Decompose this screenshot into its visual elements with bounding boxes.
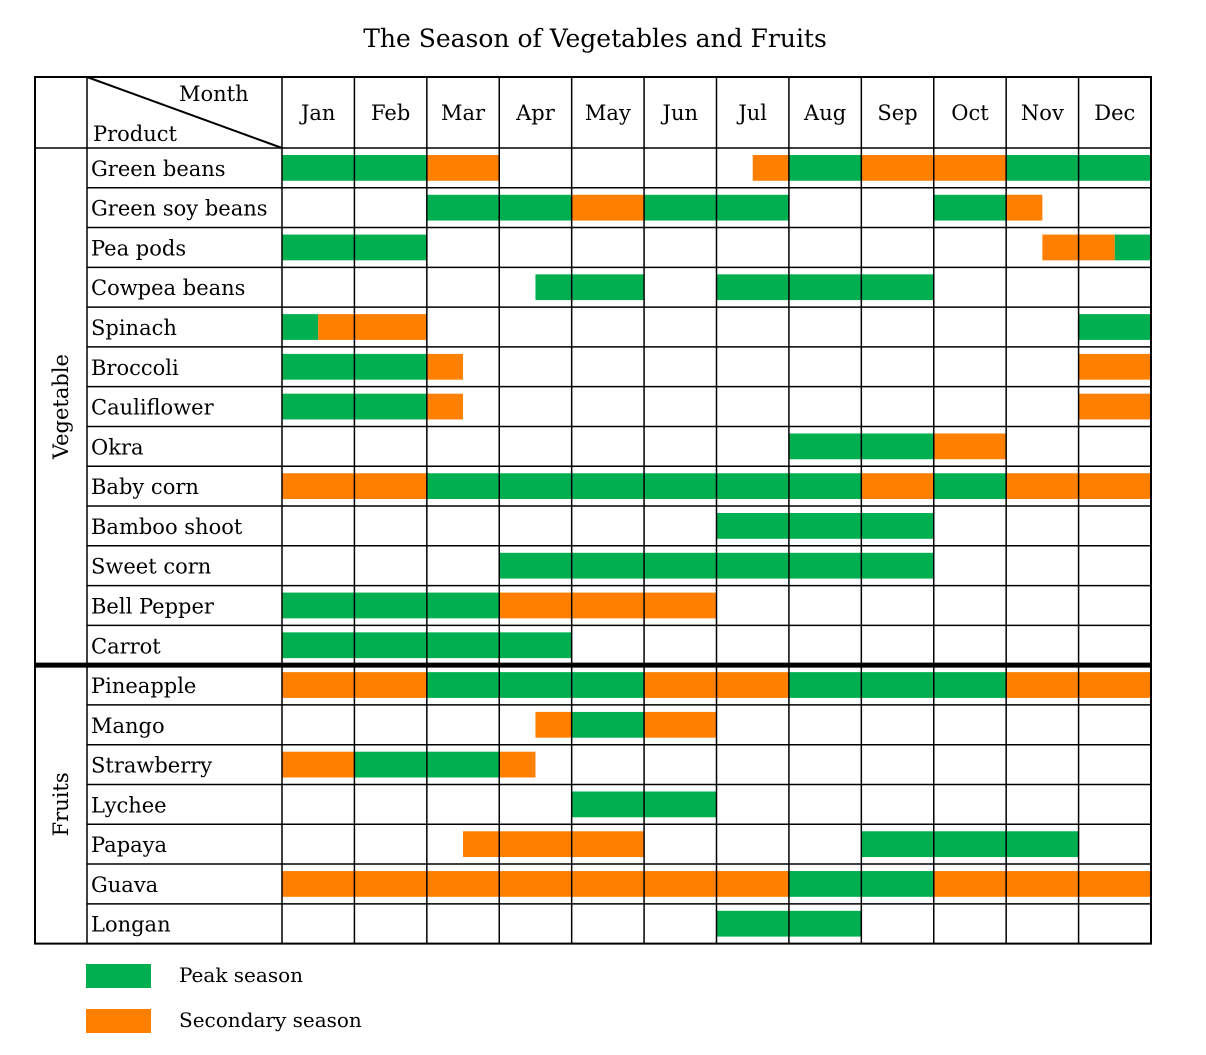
product-label: Baby corn [91,475,199,499]
product-label: Papaya [91,833,167,857]
season-bar-secondary [535,711,572,738]
corner-diagonal [86,76,283,149]
legend-swatch-secondary [86,1009,151,1033]
table-border [34,76,1152,945]
season-bar-secondary [282,751,355,778]
season-bar-secondary [1078,353,1151,380]
product-label: Longan [91,913,171,937]
product-label: Pineapple [91,674,196,698]
month-label: Nov [1021,101,1064,125]
chart-title: The Season of Vegetables and Fruits [363,24,827,53]
season-bar-secondary [1078,393,1151,420]
product-label: Sweet corn [91,555,211,579]
season-bar-secondary [861,473,934,500]
season-bar-secondary [933,871,1151,897]
month-label: Jun [661,101,698,125]
month-label: Jan [299,101,335,125]
season-bar-secondary [426,393,464,420]
product-label: Strawberry [91,754,212,778]
season-bar-peak [571,711,645,738]
season-bar-secondary [426,353,464,380]
season-bar-secondary [318,314,427,340]
product-label: Okra [91,435,144,459]
season-bar-peak [933,194,1007,221]
header-product-label: Product [93,122,178,146]
legend-label-peak: Peak season [179,963,304,987]
season-bar-peak [716,274,934,301]
product-label: Lychee [91,793,167,817]
product-label: Bamboo shoot [91,515,243,539]
season-bar-peak [716,513,934,539]
product-label: Mango [91,714,165,738]
product-label: Spinach [91,316,177,340]
season-bar-secondary [1006,194,1043,221]
month-label: May [585,101,631,125]
month-label: Mar [441,101,486,125]
product-label: Green beans [91,157,226,181]
season-bar-peak [282,592,500,619]
header-month-label: Month [179,82,249,106]
season-bar-secondary [571,194,645,221]
season-bar-secondary [933,433,1007,460]
group-label: Vegetable [49,354,73,460]
season-bar-peak [861,831,1079,858]
season-bar-secondary [282,871,789,897]
product-label: Cauliflower [91,396,215,420]
season-bar-peak [426,672,645,698]
legend-item-secondary: Secondary season [86,1006,362,1036]
season-bar-peak [282,314,319,340]
season-bar-secondary [499,592,717,619]
season-bar-peak [788,155,862,181]
month-label: Jul [736,101,767,125]
month-label: Dec [1094,101,1135,125]
product-label: Bell Pepper [91,594,215,618]
product-label: Broccoli [91,356,179,380]
legend-item-peak: Peak season [86,961,303,991]
month-label: Aug [803,101,846,125]
season-bar-peak [933,473,1007,500]
season-bar-secondary [752,155,789,181]
month-label: Apr [515,101,556,125]
product-label: Green soy beans [91,197,268,221]
legend-label-secondary: Secondary season [179,1008,362,1032]
season-bar-secondary [463,831,645,858]
product-label: Cowpea beans [91,276,245,300]
season-bar-secondary [644,711,717,738]
month-label: Feb [371,101,410,125]
season-bar-secondary [426,155,500,181]
product-label: Pea pods [91,236,186,260]
product-label: Guava [91,873,158,897]
season-bar-peak [1078,314,1151,340]
legend-swatch-peak [86,964,151,988]
product-label: Carrot [91,634,161,658]
group-label: Fruits [49,772,73,836]
month-label: Oct [951,101,989,125]
season-bar-peak [535,274,645,301]
season-bar-secondary [499,751,536,778]
season-bar-peak [1114,234,1151,261]
season-bar-peak [788,672,1007,698]
month-label: Sep [877,101,917,125]
